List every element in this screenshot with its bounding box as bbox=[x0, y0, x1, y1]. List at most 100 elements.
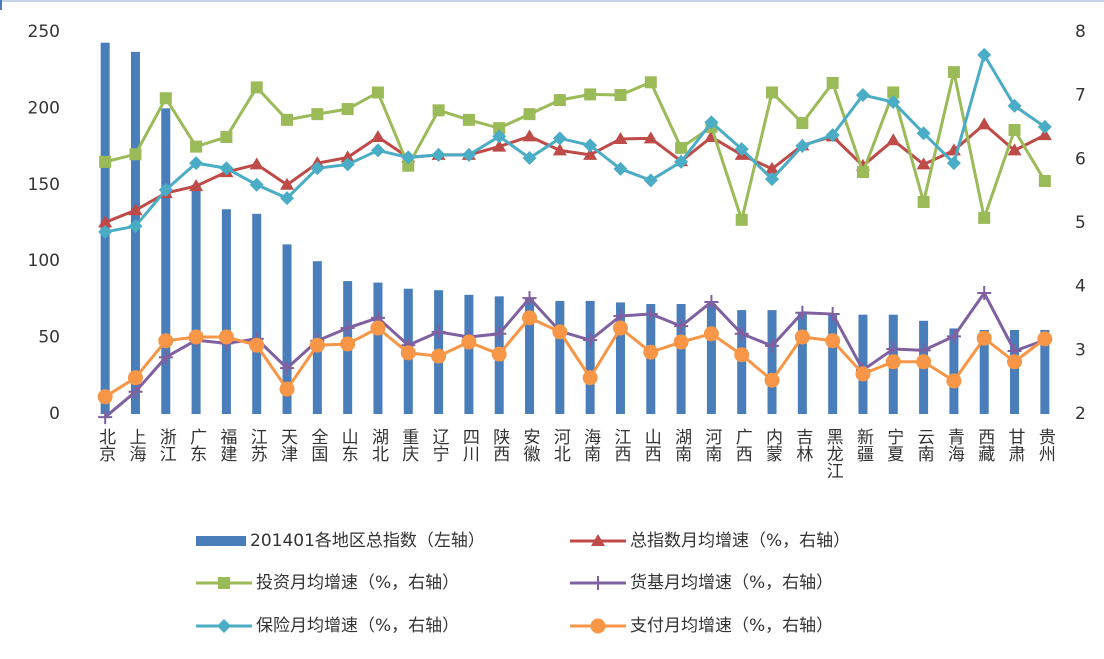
y-tick-label: 150 bbox=[28, 175, 60, 195]
marker bbox=[613, 131, 628, 144]
marker bbox=[916, 157, 931, 170]
marker bbox=[946, 156, 961, 171]
marker bbox=[402, 159, 415, 172]
marker bbox=[189, 156, 204, 171]
marker bbox=[218, 329, 234, 345]
marker bbox=[765, 161, 780, 174]
marker bbox=[886, 133, 901, 146]
marker bbox=[674, 154, 689, 169]
marker bbox=[250, 81, 263, 94]
legend-swatch bbox=[196, 536, 246, 546]
x-tick-label: 上海 bbox=[125, 428, 146, 463]
marker bbox=[1038, 174, 1051, 187]
legend-item: 货基月均增速（%，右轴） bbox=[570, 573, 833, 593]
x-tick-label: 福建 bbox=[216, 428, 237, 462]
marker bbox=[370, 130, 385, 143]
marker bbox=[916, 354, 932, 370]
marker bbox=[643, 173, 658, 188]
bar bbox=[797, 313, 807, 414]
marker bbox=[461, 334, 477, 350]
y-tick-label: 200 bbox=[28, 98, 60, 118]
x-tick-label: 河南 bbox=[701, 428, 722, 462]
marker bbox=[340, 321, 355, 336]
marker bbox=[128, 384, 143, 399]
marker bbox=[826, 76, 839, 89]
marker bbox=[825, 307, 840, 322]
x-tick-label: 贵州 bbox=[1035, 428, 1056, 462]
marker bbox=[310, 161, 325, 176]
marker bbox=[643, 307, 658, 322]
bar bbox=[828, 313, 838, 414]
marker bbox=[280, 361, 295, 376]
marker bbox=[825, 333, 841, 349]
marker bbox=[461, 147, 476, 162]
y2-tick-label: 7 bbox=[1075, 86, 1086, 106]
marker bbox=[704, 294, 719, 309]
marker bbox=[493, 122, 506, 135]
legend-label: 总指数月均增速（%，右轴） bbox=[630, 531, 850, 551]
bar bbox=[161, 108, 171, 415]
marker bbox=[220, 131, 233, 144]
y2-tick-label: 3 bbox=[1075, 340, 1086, 360]
marker bbox=[734, 347, 750, 363]
marker bbox=[127, 370, 143, 386]
marker bbox=[552, 143, 567, 156]
x-tick-label: 全国 bbox=[307, 428, 328, 462]
marker bbox=[977, 286, 992, 301]
x-tick-label: 山西 bbox=[641, 428, 661, 462]
legend-item: 总指数月均增速（%，右轴） bbox=[570, 531, 850, 551]
marker bbox=[370, 320, 386, 336]
marker bbox=[219, 161, 234, 176]
marker bbox=[675, 141, 688, 154]
marker bbox=[856, 166, 869, 179]
x-tick-label: 广东 bbox=[186, 428, 207, 462]
marker bbox=[97, 389, 113, 405]
marker bbox=[734, 142, 749, 157]
marker bbox=[249, 177, 264, 192]
marker bbox=[431, 348, 447, 364]
marker bbox=[492, 139, 507, 152]
marker bbox=[764, 372, 780, 388]
marker bbox=[249, 157, 264, 170]
x-tick-label: 河北 bbox=[550, 428, 571, 462]
legend-item: 支付月均增速（%，右轴） bbox=[570, 616, 833, 636]
bar bbox=[525, 297, 535, 414]
legend-marker bbox=[591, 534, 605, 546]
legend-label: 投资月均增速（%，右轴） bbox=[256, 573, 459, 593]
x-tick-label: 宁夏 bbox=[883, 428, 904, 462]
marker bbox=[582, 370, 598, 386]
marker bbox=[947, 66, 960, 79]
marker bbox=[583, 333, 598, 348]
marker bbox=[583, 147, 598, 160]
marker bbox=[190, 140, 203, 153]
bar bbox=[676, 303, 686, 414]
marker bbox=[401, 150, 416, 165]
x-tick-label: 浙江 bbox=[156, 428, 177, 462]
x-tick-label: 海南 bbox=[580, 428, 601, 462]
y2-tick-label: 2 bbox=[1075, 404, 1086, 424]
legend-marker bbox=[217, 619, 231, 633]
marker bbox=[946, 329, 961, 344]
x-tick-label: 黑龙江 bbox=[823, 428, 844, 479]
legend-marker bbox=[591, 576, 605, 590]
y2-tick-label: 6 bbox=[1075, 149, 1086, 169]
x-tick-label: 新疆 bbox=[853, 428, 874, 462]
marker bbox=[522, 129, 537, 142]
marker bbox=[1037, 119, 1052, 134]
marker bbox=[432, 104, 445, 117]
bar bbox=[464, 294, 474, 414]
marker bbox=[492, 326, 507, 341]
legend-marker bbox=[590, 618, 606, 634]
marker bbox=[644, 76, 657, 89]
x-tick-label: 辽宁 bbox=[429, 428, 450, 462]
marker bbox=[159, 92, 172, 105]
marker bbox=[703, 326, 719, 342]
marker bbox=[340, 336, 356, 352]
line-series bbox=[99, 66, 1051, 226]
marker bbox=[340, 157, 355, 172]
marker bbox=[583, 138, 598, 153]
marker bbox=[552, 324, 568, 340]
marker bbox=[946, 373, 962, 389]
x-tick-label: 江西 bbox=[610, 428, 631, 462]
